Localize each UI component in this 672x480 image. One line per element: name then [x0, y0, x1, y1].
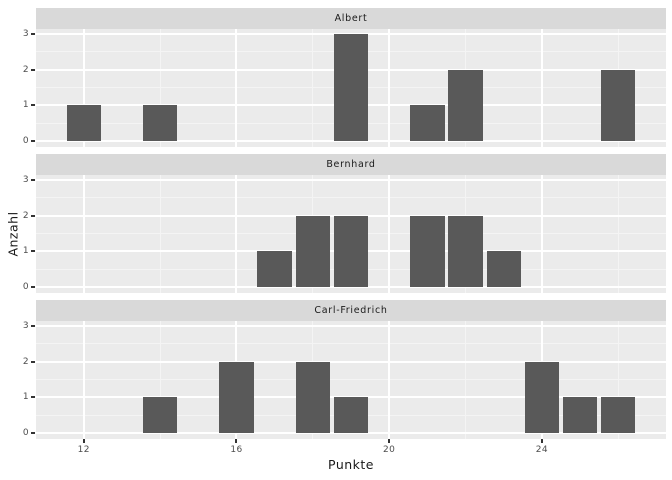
facet-strip-label: Bernhard — [36, 154, 666, 175]
y-tick-label: 2 — [22, 64, 29, 75]
histogram-bar — [601, 69, 636, 141]
gridline-major-x — [388, 321, 391, 439]
x-tick-mark — [235, 439, 238, 443]
histogram-bar — [219, 361, 254, 433]
y-tick-label: 0 — [22, 428, 29, 438]
gridline-minor-x — [159, 321, 161, 439]
y-tick-mark — [31, 214, 35, 217]
x-tick-label: 16 — [230, 445, 243, 455]
y-tick-label: 2 — [22, 356, 29, 367]
x-tick-mark — [540, 439, 543, 443]
y-tick-label: 0 — [22, 282, 29, 292]
histogram-bar — [257, 251, 292, 287]
y-tick-mark — [31, 32, 35, 35]
y-tick-label: 1 — [22, 100, 29, 111]
gridline-major-y — [36, 432, 666, 434]
histogram-bar — [295, 215, 330, 287]
histogram-bar — [562, 397, 598, 433]
y-tick-label: 1 — [22, 246, 29, 257]
x-tick-label: 20 — [383, 445, 396, 455]
y-tick-mark — [31, 360, 35, 363]
histogram-bar — [410, 105, 445, 141]
gridline-major-x — [235, 29, 238, 147]
histogram-bar — [142, 105, 178, 141]
gridline-major-x — [235, 175, 238, 293]
histogram-bar — [486, 251, 521, 287]
gridline-major-x — [540, 175, 543, 293]
x-tick-mark — [388, 439, 391, 443]
histogram-bar — [448, 215, 483, 287]
y-tick-mark — [31, 68, 35, 71]
y-tick-mark — [31, 432, 35, 434]
y-tick-label: 2 — [22, 210, 29, 221]
gridline-minor-x — [312, 29, 314, 147]
y-tick-mark — [31, 140, 35, 142]
facet-strip-label: Carl-Friedrich — [36, 300, 666, 321]
facet-strip-label: Albert — [36, 8, 666, 29]
y-tick-mark — [31, 178, 35, 181]
gridline-major-y — [36, 140, 666, 142]
gridline-minor-x — [617, 175, 619, 293]
x-tick-label: 12 — [77, 445, 90, 455]
y-tick-mark — [31, 250, 35, 253]
gridline-major-x — [388, 29, 391, 147]
y-tick-mark — [31, 324, 35, 327]
gridline-minor-y — [36, 197, 666, 199]
gridline-major-x — [540, 29, 543, 147]
gridline-minor-y — [36, 378, 666, 380]
gridline-minor-x — [617, 321, 619, 439]
y-tick-label: 0 — [22, 136, 29, 146]
x-axis-title: Punkte — [328, 457, 374, 472]
histogram-bar — [448, 69, 483, 141]
y-tick-mark — [31, 396, 35, 399]
x-tick-label: 24 — [535, 445, 549, 455]
gridline-minor-x — [465, 321, 467, 439]
histogram-bar — [333, 33, 369, 141]
gridline-major-y — [36, 178, 666, 181]
gridline-major-y — [36, 286, 666, 288]
gridline-major-x — [82, 175, 85, 293]
y-tick-mark — [31, 286, 35, 288]
histogram-bar — [66, 105, 101, 141]
gridline-major-y — [36, 360, 666, 363]
facet-panel — [36, 321, 666, 439]
histogram-bar — [142, 397, 178, 433]
y-tick-label: 3 — [22, 320, 29, 331]
histogram-bar — [333, 215, 369, 287]
y-tick-label: 1 — [22, 392, 29, 403]
gridline-major-x — [82, 321, 85, 439]
histogram-bar — [295, 361, 330, 433]
gridline-minor-x — [159, 175, 161, 293]
gridline-minor-y — [36, 343, 666, 345]
gridline-major-x — [82, 29, 85, 147]
gridline-major-y — [36, 324, 666, 327]
y-tick-label: 3 — [22, 174, 29, 185]
gridline-minor-x — [159, 29, 161, 147]
facet-panel — [36, 175, 666, 293]
y-tick-mark — [31, 104, 35, 107]
histogram-bar — [524, 361, 560, 433]
x-tick-mark — [82, 439, 85, 443]
histogram-bar — [333, 397, 369, 433]
facet-panel — [36, 29, 666, 147]
gridline-major-x — [388, 175, 391, 293]
histogram-bar — [601, 397, 636, 433]
y-tick-label: 3 — [22, 28, 29, 39]
histogram-bar — [410, 215, 445, 287]
